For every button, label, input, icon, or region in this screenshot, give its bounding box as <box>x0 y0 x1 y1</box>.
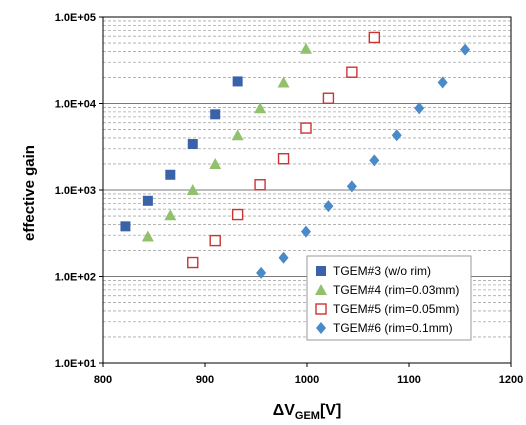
y-tick-label: 1.0E+04 <box>55 99 97 111</box>
series-1 <box>120 76 243 232</box>
legend-marker <box>316 322 326 334</box>
legend: TGEM#3 (w/o rim) TGEM#4 (rim=0.03mm) TGEM#… <box>306 255 472 341</box>
data-point <box>414 102 425 115</box>
y-tick-label: 1.0E+01 <box>55 358 96 370</box>
legend-box <box>306 255 472 341</box>
y-axis-title: effective gain <box>21 145 38 241</box>
data-point <box>460 43 471 56</box>
y-tick-label: 1.0E+02 <box>55 272 96 284</box>
legend-label: TGEM#6 (rim=0.1mm) <box>333 321 453 335</box>
legend-label: TGEM#4 (rim=0.03mm) <box>333 283 459 297</box>
data-point <box>368 31 381 44</box>
x-tick-label: 800 <box>94 374 112 386</box>
x-tick-label: 1200 <box>499 374 523 386</box>
data-point <box>210 109 221 120</box>
data-point <box>142 195 153 206</box>
data-point <box>254 179 266 191</box>
data-point <box>277 76 290 88</box>
x-axis-title-subscript: GEM <box>295 410 320 422</box>
x-tick-label: 1100 <box>397 374 421 386</box>
data-point <box>209 157 222 169</box>
data-point <box>186 184 199 195</box>
series-3 <box>187 31 381 269</box>
data-point <box>277 153 290 165</box>
x-axis-title: ΔVGEM[V] <box>273 402 342 422</box>
y-tick-label: 1.0E+03 <box>55 185 96 197</box>
data-point <box>164 209 177 221</box>
legend-marker <box>315 303 327 315</box>
x-axis-title-prefix: ΔV <box>273 402 296 419</box>
data-points <box>120 31 471 279</box>
x-axis-title-suffix: [V] <box>320 402 341 419</box>
y-axis-ticks: 1.0E+01 1.0E+02 1.0E+03 1.0E+04 1.0E+05 <box>55 12 103 370</box>
data-point <box>120 221 131 232</box>
data-point <box>300 225 311 238</box>
data-point <box>254 102 267 114</box>
data-point <box>391 129 402 142</box>
x-tick-label: 1000 <box>295 374 319 386</box>
data-point <box>322 92 335 104</box>
x-tick-label: 900 <box>196 374 214 386</box>
legend-marker <box>315 284 327 295</box>
legend-marker <box>316 266 326 276</box>
data-point <box>278 251 289 264</box>
data-point <box>231 208 244 221</box>
data-point <box>346 66 358 78</box>
series-4 <box>256 43 471 279</box>
series-2 <box>141 42 312 242</box>
legend-label: TGEM#3 (w/o rim) <box>333 264 431 278</box>
data-point <box>346 180 357 193</box>
data-point <box>209 234 221 247</box>
legend-label: TGEM#5 (rim=0.05mm) <box>333 302 459 316</box>
data-point <box>165 169 176 180</box>
data-point <box>187 256 199 269</box>
data-point <box>299 42 312 54</box>
data-point <box>187 139 198 150</box>
data-point <box>437 76 448 89</box>
y-tick-label: 1.0E+05 <box>55 12 96 24</box>
data-point <box>256 266 267 279</box>
data-point <box>232 76 243 87</box>
x-axis-ticks: 800 900 1000 1100 1200 <box>94 363 523 386</box>
data-point <box>141 230 154 242</box>
data-point <box>300 122 312 134</box>
data-point <box>323 200 334 213</box>
data-point <box>231 129 244 141</box>
data-point <box>369 154 380 167</box>
